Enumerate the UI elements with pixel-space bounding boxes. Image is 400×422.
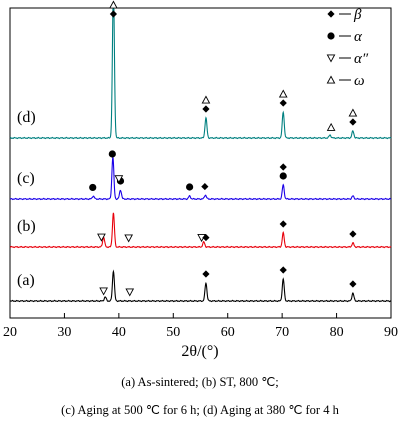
beta-marker (279, 99, 287, 107)
xrd-curve-b (9, 212, 392, 249)
beta-marker (327, 10, 335, 18)
xrd-curve-d (9, 8, 392, 140)
x-axis-label: 2θ/(°) (181, 343, 218, 360)
alpha-double-prime-marker (99, 287, 108, 296)
omega-marker (326, 75, 336, 84)
xrd-chart: 20 30 40 50 60 70 80 90 (a) (b) (c) (d) βα α″ ω 2θ/(… (3, 0, 398, 360)
omega-marker (348, 108, 358, 117)
x-tick-label: 40 (112, 325, 126, 340)
beta-marker (349, 230, 357, 238)
omega-marker (109, 0, 118, 9)
omega-marker (201, 95, 211, 104)
beta-marker (202, 270, 210, 278)
curve-label-b: (b) (17, 218, 36, 235)
legend-label: α″ (354, 51, 369, 67)
alpha-marker (186, 183, 194, 191)
curve-label-a: (a) (17, 272, 35, 289)
beta-marker (202, 233, 210, 242)
xrd-curve-c (9, 157, 391, 201)
plot-frame (9, 7, 392, 319)
x-tick-label: 70 (275, 325, 289, 340)
x-tick-label: 60 (221, 325, 235, 340)
alpha-double-prime-marker (97, 233, 106, 242)
legend-label: α (354, 29, 363, 45)
omega-marker (278, 89, 288, 98)
beta-marker (349, 280, 357, 288)
alpha-marker (279, 172, 287, 180)
alpha-marker (89, 183, 97, 192)
alpha-double-prime-marker (124, 234, 134, 243)
peak-markers (89, 0, 358, 297)
x-tick-label: 90 (384, 325, 398, 340)
alpha-double-prime-marker (125, 288, 135, 297)
legend-label: β (353, 7, 362, 23)
x-axis: 20 30 40 50 60 70 80 90 (3, 313, 398, 340)
x-tick-label: 50 (166, 325, 180, 340)
curve-label-d: (d) (17, 109, 36, 126)
x-tick-label: 80 (330, 325, 344, 340)
legend: βα α″ ω (326, 7, 369, 89)
beta-marker (349, 118, 357, 126)
xrd-curve-a (9, 269, 392, 303)
beta-marker (202, 105, 210, 113)
x-tick-label: 20 (3, 325, 17, 340)
curve-label-c: (c) (17, 170, 35, 187)
beta-marker (201, 182, 209, 191)
alpha-double-prime-marker (114, 175, 124, 184)
legend-label: ω (354, 73, 365, 89)
beta-marker (279, 220, 287, 228)
alpha-marker (108, 150, 116, 158)
alpha-double-prime-marker (326, 54, 336, 63)
x-tick-label: 30 (57, 325, 71, 340)
beta-marker (279, 163, 287, 171)
figure-caption-line-2: (c) Aging at 500 ℃ for 6 h; (d) Aging at… (61, 403, 339, 417)
omega-marker (326, 122, 336, 131)
curves: (a) (b) (c) (d) (9, 8, 392, 303)
alpha-marker (327, 32, 335, 40)
beta-marker (279, 266, 287, 274)
beta-marker (109, 10, 118, 18)
figure-caption-line-1: (a) As-sintered; (b) ST, 800 ℃; (121, 375, 279, 389)
